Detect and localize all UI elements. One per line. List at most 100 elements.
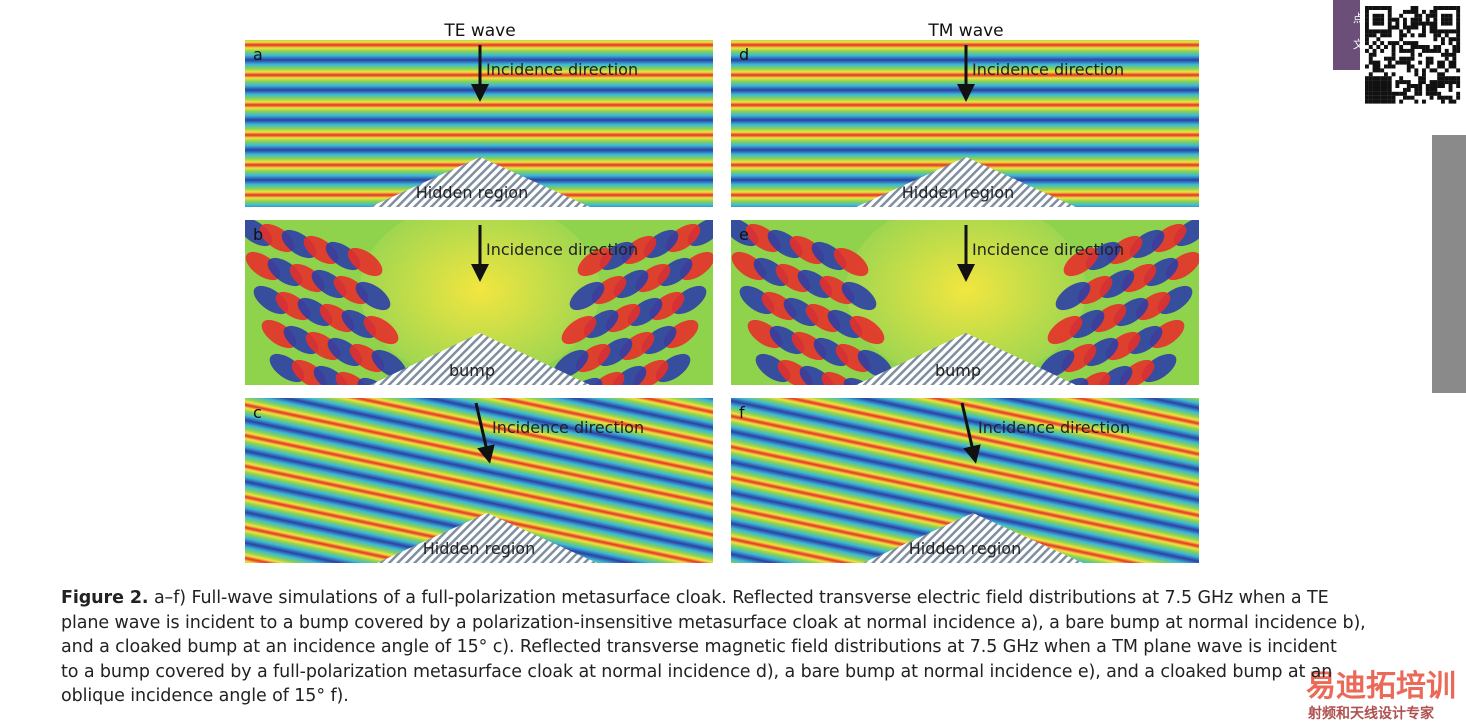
qr-cell bbox=[1456, 45, 1461, 49]
qr-cell bbox=[1444, 17, 1449, 22]
qr-cell bbox=[1376, 17, 1381, 22]
side-bar bbox=[1432, 135, 1466, 393]
bump bbox=[370, 333, 590, 385]
qr-cell bbox=[1399, 45, 1404, 49]
qr-cell bbox=[1444, 52, 1449, 57]
qr-cell bbox=[1384, 6, 1388, 10]
qr-cell bbox=[1456, 21, 1461, 26]
caption-text: oblique incidence angle of 15° f). bbox=[61, 686, 349, 706]
qr-cell bbox=[1384, 87, 1388, 92]
qr-cell bbox=[1372, 41, 1377, 46]
qr-cell bbox=[1429, 91, 1434, 96]
qr-cell bbox=[1422, 72, 1426, 77]
qr-cell bbox=[1365, 99, 1369, 104]
qr-cell bbox=[1414, 21, 1419, 26]
field-lobe bbox=[841, 281, 877, 311]
region-label: Hidden region bbox=[423, 539, 535, 558]
qr-cell bbox=[1395, 17, 1400, 22]
qr-cell bbox=[1414, 17, 1419, 22]
field-lobe bbox=[567, 377, 603, 385]
caption-line: and a cloaked bump at an incidence angle… bbox=[61, 637, 1337, 657]
qr-cell bbox=[1365, 21, 1369, 26]
qr-cell bbox=[1444, 76, 1449, 81]
qr-cell bbox=[1448, 84, 1453, 88]
region-label: Hidden region bbox=[902, 183, 1014, 202]
qr-cell bbox=[1456, 91, 1461, 96]
qr-cell bbox=[1387, 95, 1392, 100]
qr-cell bbox=[1425, 45, 1430, 49]
qr-cell bbox=[1425, 13, 1430, 18]
qr-cell bbox=[1406, 95, 1411, 100]
qr-cell bbox=[1372, 80, 1377, 85]
qr-cell bbox=[1376, 68, 1381, 73]
qr-cell bbox=[1429, 29, 1434, 34]
qr-cell bbox=[1437, 45, 1442, 49]
qr-cell bbox=[1448, 60, 1453, 65]
qr-cell bbox=[1441, 80, 1445, 85]
qr-cell bbox=[1418, 60, 1423, 65]
panel: c Incidence direction Hidden region bbox=[245, 398, 713, 563]
qr-cell bbox=[1384, 84, 1388, 88]
qr-cell bbox=[1387, 13, 1392, 18]
qr-cell bbox=[1414, 87, 1419, 92]
qr-cell bbox=[1380, 6, 1385, 10]
qr-cell bbox=[1384, 56, 1388, 61]
field-lobe bbox=[1039, 349, 1075, 379]
qr-cell bbox=[1376, 84, 1381, 88]
qr-cell bbox=[1387, 41, 1392, 46]
incidence-label: Incidence direction bbox=[492, 418, 644, 437]
qr-cell bbox=[1429, 87, 1434, 92]
qr-cell bbox=[1395, 21, 1400, 26]
qr-cell bbox=[1441, 84, 1445, 88]
qr-cell bbox=[1410, 21, 1415, 26]
qr-cell bbox=[1391, 64, 1396, 69]
qr-cell bbox=[1391, 17, 1396, 22]
qr-cell bbox=[1403, 56, 1407, 61]
qr-cell bbox=[1456, 95, 1461, 100]
qr-cell bbox=[1384, 29, 1388, 34]
qr-cell bbox=[1448, 99, 1453, 104]
qr-cell bbox=[1452, 45, 1457, 49]
field-lobe bbox=[1047, 315, 1083, 345]
qr-cell bbox=[1395, 25, 1400, 30]
incidence-arrow bbox=[960, 402, 981, 464]
qr-cell bbox=[1368, 33, 1373, 38]
field-map bbox=[731, 398, 1199, 563]
qr-cell bbox=[1410, 45, 1415, 49]
qr-cell bbox=[1433, 21, 1438, 26]
qr-cell bbox=[1433, 48, 1438, 53]
caption-text: and a cloaked bump at an incidence angle… bbox=[61, 637, 1337, 657]
qr-cell bbox=[1444, 56, 1449, 61]
qr-cell bbox=[1410, 41, 1415, 46]
qr-cell bbox=[1444, 68, 1449, 73]
qr-cell bbox=[1403, 21, 1407, 26]
qr-cell bbox=[1406, 80, 1411, 85]
qr-cell bbox=[1422, 76, 1426, 81]
qr-cell bbox=[1368, 99, 1373, 104]
qr-cell bbox=[1387, 33, 1392, 38]
qr-cell bbox=[1441, 52, 1445, 57]
qr-cell bbox=[1433, 25, 1438, 30]
qr-cell bbox=[1437, 60, 1442, 65]
qr-cell bbox=[1395, 91, 1400, 96]
field-lobe bbox=[857, 349, 893, 379]
qr-cell bbox=[1433, 6, 1438, 10]
qr-cell bbox=[1448, 17, 1453, 22]
incidence-label: Incidence direction bbox=[486, 60, 638, 79]
incidence-label: Incidence direction bbox=[486, 240, 638, 259]
qr-cell bbox=[1429, 84, 1434, 88]
qr-cell bbox=[1365, 91, 1369, 96]
qr-cell bbox=[1433, 80, 1438, 85]
field-lobe bbox=[561, 315, 597, 345]
region-label: Hidden region bbox=[909, 539, 1021, 558]
qr-cell bbox=[1380, 80, 1385, 85]
qr-cell bbox=[1452, 37, 1457, 42]
qr-cell bbox=[1403, 80, 1407, 85]
qr-cell bbox=[1391, 48, 1396, 53]
qr-cell bbox=[1414, 25, 1419, 30]
incidence-label: Incidence direction bbox=[978, 418, 1130, 437]
column-title: TM wave bbox=[927, 21, 1003, 41]
qr-cell bbox=[1372, 48, 1377, 53]
qr-cell bbox=[1414, 72, 1419, 77]
qr-cell bbox=[1399, 76, 1404, 81]
